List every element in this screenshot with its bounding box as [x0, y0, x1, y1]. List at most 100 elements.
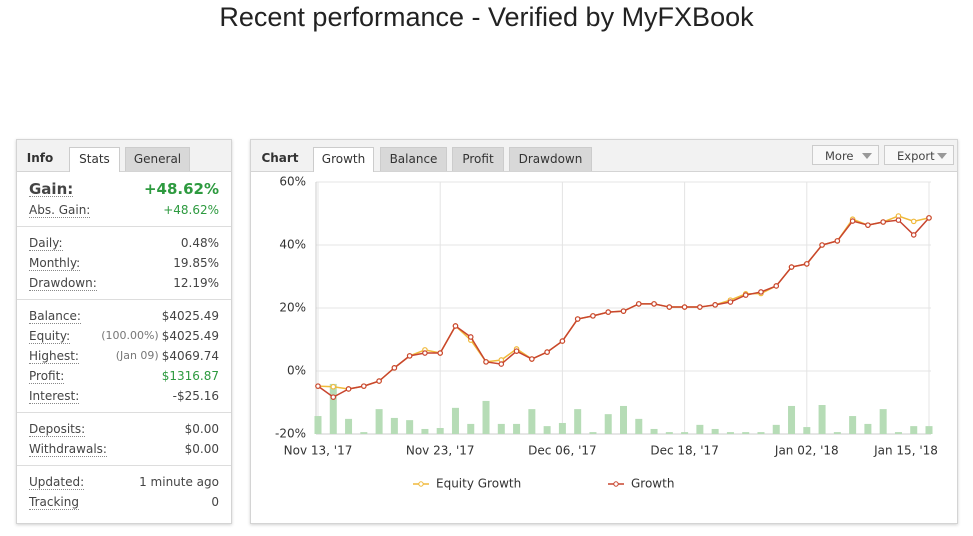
y-tick-label: 60%	[279, 175, 306, 189]
bar	[467, 423, 475, 434]
bar	[421, 428, 429, 434]
legend-marker	[418, 481, 424, 487]
series-point	[513, 348, 520, 354]
bar	[635, 418, 643, 434]
bar	[620, 405, 627, 434]
stats-section: Updated: 1 minute ago Tracking 0	[17, 466, 231, 518]
bar	[757, 432, 765, 434]
x-tick-label: Nov 23, '17	[406, 444, 475, 458]
stat-row: Monthly: 19.85%	[29, 253, 219, 273]
stat-label-cell: Interest:	[29, 386, 173, 406]
y-tick-label: 0%	[287, 364, 306, 378]
stat-label-cell: Balance:	[29, 306, 162, 326]
series-point	[697, 304, 703, 310]
stat-label-cell: Withdrawals:	[29, 439, 185, 459]
more-button[interactable]: More	[812, 145, 879, 165]
series-point	[773, 283, 780, 289]
series-point	[315, 383, 321, 389]
stat-label: Daily:	[29, 236, 63, 251]
stat-value: $1316.87	[161, 369, 219, 383]
stat-label-cell: Equity:	[29, 326, 101, 346]
bar	[788, 405, 796, 434]
stat-row: Deposits: $0.00	[29, 419, 219, 439]
bar	[818, 405, 826, 434]
stat-value: 0	[211, 495, 219, 509]
series-point	[406, 353, 413, 359]
series-point	[361, 383, 367, 389]
bar	[833, 432, 841, 434]
stat-row: Profit: $1316.87	[29, 366, 219, 386]
stat-value: +48.62%	[163, 203, 219, 217]
bar	[345, 418, 353, 434]
stat-row: Tracking 0	[29, 492, 219, 512]
legend-label: Equity Growth	[436, 477, 521, 491]
series-point	[666, 304, 673, 310]
stats-section: Balance: $4025.49 Equity: (100.00%) $4025.49…	[17, 300, 231, 413]
stats-list: Gain: +48.62% Abs. Gain: +48.62% Daily: 0.48%…	[17, 172, 231, 518]
stat-label: Balance:	[29, 309, 81, 324]
bar	[604, 414, 612, 434]
tab[interactable]: Balance	[380, 147, 447, 171]
stat-row: Abs. Gain: +48.62%	[29, 200, 219, 220]
tab[interactable]: Profit	[452, 147, 504, 171]
chart-panel: Chart Growth Balance Profit Drawdown Mor…	[250, 139, 958, 524]
stat-note: (100.00%)	[101, 329, 159, 342]
bar	[360, 432, 368, 434]
x-tick-label: Nov 13, '17	[284, 444, 353, 458]
series-point	[910, 218, 917, 225]
bar	[513, 423, 521, 434]
bar	[894, 432, 902, 434]
stats-section: Gain: +48.62% Abs. Gain: +48.62%	[17, 172, 231, 227]
bar	[772, 424, 780, 434]
stat-note: (Jan 09)	[115, 349, 159, 362]
stat-value: 1 minute ago	[139, 475, 219, 489]
bar	[879, 409, 887, 434]
tab[interactable]: Growth	[313, 147, 374, 172]
stat-label: Withdrawals:	[29, 442, 107, 457]
bar	[574, 409, 582, 434]
tab-header: Info	[26, 151, 54, 165]
chart-tabs: Chart Growth Balance Profit Drawdown Mor…	[251, 140, 957, 172]
stat-label-cell: Updated:	[29, 472, 139, 492]
stat-value: $4025.49	[161, 329, 219, 343]
series-point	[544, 349, 550, 355]
legend-label: Growth	[631, 477, 674, 491]
series-point	[574, 316, 581, 322]
series-point	[865, 222, 871, 228]
page-title: Recent performance - Verified by MyFXBoo…	[219, 2, 754, 32]
stat-value: -$25.16	[172, 389, 219, 403]
bar	[925, 426, 933, 434]
x-tick-label: Jan 02, '18	[774, 444, 839, 458]
bar	[910, 426, 918, 434]
series-point	[498, 361, 505, 367]
bar	[436, 428, 444, 434]
legend-marker	[613, 481, 619, 487]
stat-label: Deposits:	[29, 422, 86, 437]
tab[interactable]: General	[125, 147, 190, 171]
tab[interactable]: Stats	[69, 147, 120, 172]
stat-row: Interest: -$25.16	[29, 386, 219, 406]
stat-row: Daily: 0.48%	[29, 233, 219, 253]
series-point	[651, 301, 657, 307]
bar	[482, 400, 490, 434]
growth-chart: -20% 0% 20% 40% 60% Nov 13, '17 Nov 23, '17 Dec…	[275, 175, 938, 491]
series-point	[788, 264, 795, 270]
series-point	[681, 304, 688, 310]
series-point	[483, 359, 489, 365]
stat-value: +48.62%	[143, 180, 219, 198]
stat-row: Balance: $4025.49	[29, 306, 219, 326]
stat-value: $4025.49	[161, 309, 219, 323]
stat-label-cell: Drawdown:	[29, 273, 173, 293]
series-point	[910, 232, 917, 238]
bar	[696, 424, 704, 434]
stat-label: Highest:	[29, 349, 79, 364]
bar	[390, 417, 398, 434]
tab[interactable]: Drawdown	[509, 147, 592, 171]
bar	[543, 426, 551, 434]
stat-label: Monthly:	[29, 256, 81, 271]
info-panel: Info Stats General Gain: +48.62% Abs. Gain…	[16, 139, 232, 524]
stat-row: Updated: 1 minute ago	[29, 472, 219, 492]
stat-value: 0.48%	[180, 236, 219, 250]
stat-row: Equity: (100.00%) $4025.49	[29, 326, 219, 346]
export-button[interactable]: Export	[884, 145, 954, 165]
